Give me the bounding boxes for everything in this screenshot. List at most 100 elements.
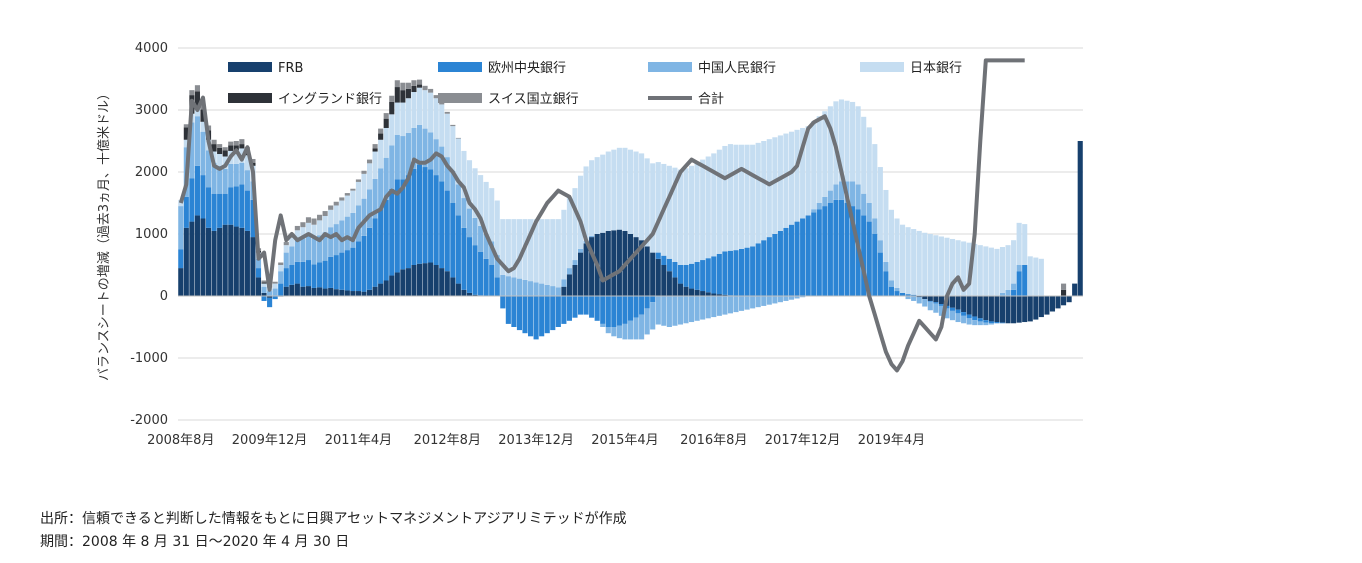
bar-segment <box>561 286 567 296</box>
bar-segment <box>544 219 550 285</box>
bar-segment <box>633 317 639 340</box>
bar-segment <box>483 258 489 296</box>
bar-segment <box>522 296 528 334</box>
bar-segment <box>478 175 484 226</box>
bar-segment <box>949 307 956 311</box>
bar-segment <box>261 296 267 301</box>
bar-segment <box>938 236 944 296</box>
bar-segment <box>772 296 778 304</box>
bar-segment <box>694 289 700 296</box>
legend-label: 中国人民銀行 <box>698 61 776 76</box>
bar-segment <box>805 215 811 296</box>
bar-segment <box>722 251 728 295</box>
bar-segment <box>433 139 439 176</box>
x-tick-label: 2012年8月 <box>414 433 481 448</box>
bar-segment <box>927 296 933 301</box>
bar-segment <box>294 225 300 231</box>
bar-segment <box>217 147 223 155</box>
bar-segment <box>1077 141 1083 296</box>
bar-segment <box>311 238 317 265</box>
bar-segment <box>255 258 262 269</box>
y-tick-label: 1000 <box>135 227 168 242</box>
bar-segment <box>394 179 400 273</box>
bar-segment <box>422 85 428 91</box>
legend-label: 合計 <box>698 91 724 107</box>
bar-segment <box>261 282 267 284</box>
bar-segment <box>727 296 733 314</box>
bar-segment <box>755 296 761 308</box>
bar-segment <box>500 274 506 296</box>
bar-segment <box>522 279 528 296</box>
bar-segment <box>816 203 822 210</box>
bar-segment <box>428 132 434 170</box>
bar-segment <box>1022 296 1028 323</box>
bar-segment <box>616 147 622 230</box>
bar-segment <box>416 84 423 88</box>
bar-segment <box>911 294 917 296</box>
total-line <box>178 58 1025 373</box>
bar-segment <box>322 211 328 217</box>
bar-segment <box>711 293 717 296</box>
bar-segment <box>411 92 417 128</box>
bar-segment <box>217 193 223 228</box>
bar-segment <box>877 240 883 253</box>
y-tick-label: -1000 <box>130 351 168 366</box>
bar-segment <box>1033 296 1039 320</box>
bar-segment <box>1011 289 1017 296</box>
bar-segment <box>677 283 684 296</box>
bar-segment <box>300 227 306 239</box>
bar-segment <box>600 296 606 324</box>
bar-segment <box>666 271 672 296</box>
bar-segment <box>328 287 334 296</box>
bar-segment <box>933 303 939 313</box>
bar-segment <box>855 106 861 185</box>
bar-segment <box>594 157 600 234</box>
bar-segment <box>750 144 756 247</box>
bar-segment <box>655 296 661 325</box>
bar-segment <box>777 296 783 303</box>
bar-segment <box>972 243 978 296</box>
bar-segment <box>189 221 195 296</box>
bar-segment <box>811 212 817 296</box>
bar-segment <box>472 217 478 246</box>
bar-segment <box>705 296 711 319</box>
bar-segment <box>677 296 684 325</box>
bar-segment <box>322 260 328 289</box>
bar-segment <box>194 215 200 296</box>
bar-segment <box>644 246 650 296</box>
bar-segment <box>411 168 417 265</box>
bar-segment <box>233 145 239 151</box>
bar-segment <box>383 118 389 128</box>
legend-swatch <box>228 62 272 72</box>
bar-segment <box>744 296 750 310</box>
bar-segment <box>600 154 606 233</box>
bar-segment <box>872 144 878 219</box>
bar-segment <box>927 234 933 296</box>
bar-segment <box>733 296 739 313</box>
bar-segment <box>433 175 439 265</box>
bar-segment <box>322 232 328 261</box>
bar-segment <box>983 246 989 296</box>
bar-segment <box>677 169 684 265</box>
bar-segment <box>550 286 556 296</box>
bar-segment <box>178 249 184 269</box>
bar-segment <box>200 131 206 176</box>
bar-segment <box>700 159 706 261</box>
bar-segment <box>200 218 206 296</box>
bar-segment <box>999 296 1006 323</box>
bar-segment <box>455 283 461 296</box>
bar-segment <box>217 144 223 148</box>
bar-segment <box>1011 240 1017 284</box>
bar-segment <box>366 289 373 296</box>
chart: 4000 3000 2000 1000 0 -1000 -2000 バランスシートの増減（過去… <box>96 41 1083 448</box>
bar-segment <box>405 82 411 89</box>
bar-segment <box>627 234 634 296</box>
bar-segment <box>355 205 361 242</box>
bar-segment <box>594 296 600 321</box>
bar-segment <box>533 219 539 283</box>
bar-segment <box>516 278 523 296</box>
bar-segment <box>439 101 445 105</box>
bar-segment <box>1072 283 1078 296</box>
bar-segment <box>466 237 473 293</box>
bar-segment <box>333 224 339 256</box>
